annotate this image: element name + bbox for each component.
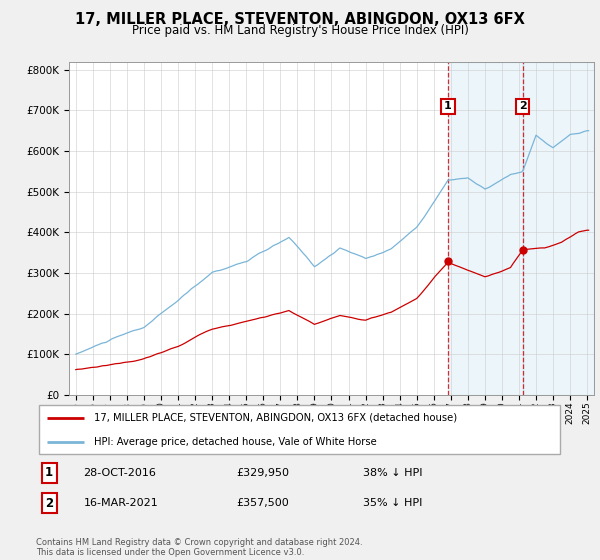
Text: Contains HM Land Registry data © Crown copyright and database right 2024.
This d: Contains HM Land Registry data © Crown c… bbox=[36, 538, 362, 557]
Text: 2: 2 bbox=[45, 497, 53, 510]
Text: 17, MILLER PLACE, STEVENTON, ABINGDON, OX13 6FX (detached house): 17, MILLER PLACE, STEVENTON, ABINGDON, O… bbox=[94, 413, 457, 423]
Bar bbox=[578, 62, 594, 395]
Text: 17, MILLER PLACE, STEVENTON, ABINGDON, OX13 6FX: 17, MILLER PLACE, STEVENTON, ABINGDON, O… bbox=[75, 12, 525, 27]
FancyBboxPatch shape bbox=[38, 405, 560, 454]
Text: 16-MAR-2021: 16-MAR-2021 bbox=[83, 498, 158, 508]
Text: 28-OCT-2016: 28-OCT-2016 bbox=[83, 468, 157, 478]
Bar bbox=[523, 62, 594, 395]
Text: 35% ↓ HPI: 35% ↓ HPI bbox=[364, 498, 423, 508]
Text: 1: 1 bbox=[45, 466, 53, 479]
Text: £329,950: £329,950 bbox=[236, 468, 290, 478]
Text: 2: 2 bbox=[519, 101, 526, 111]
Text: 38% ↓ HPI: 38% ↓ HPI bbox=[364, 468, 423, 478]
Text: 1: 1 bbox=[444, 101, 452, 111]
Text: HPI: Average price, detached house, Vale of White Horse: HPI: Average price, detached house, Vale… bbox=[94, 437, 377, 447]
Text: Price paid vs. HM Land Registry's House Price Index (HPI): Price paid vs. HM Land Registry's House … bbox=[131, 24, 469, 36]
Text: £357,500: £357,500 bbox=[236, 498, 289, 508]
Bar bbox=[448, 62, 523, 395]
